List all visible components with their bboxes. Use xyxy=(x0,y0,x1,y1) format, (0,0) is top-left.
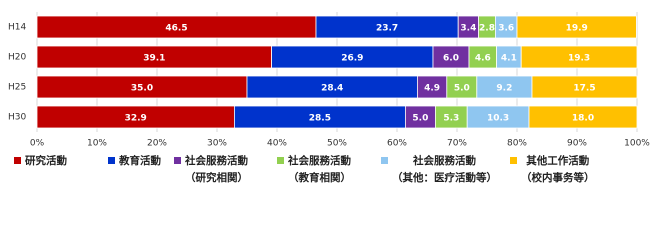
legend-label: 社会服務活動 （其他：医疗活動等） xyxy=(392,155,497,184)
data-label: 26.9 xyxy=(341,54,363,64)
y-tick-label: H20 xyxy=(8,53,26,63)
x-tick-label: 90% xyxy=(567,139,587,149)
data-label: 4.9 xyxy=(424,84,440,94)
legend-item: 教育活動 xyxy=(108,153,161,170)
legend-marker xyxy=(174,157,181,164)
legend-label: 社会服務活動 （教育相関） xyxy=(288,155,351,184)
data-label: 10.3 xyxy=(487,114,509,124)
legend-label: 教育活動 xyxy=(119,155,161,167)
legend-marker xyxy=(14,157,21,164)
x-tick-label: 60% xyxy=(387,139,407,149)
bar-segment xyxy=(528,105,638,129)
legend-marker xyxy=(381,157,388,164)
x-tick-label: 30% xyxy=(207,139,227,149)
data-label: 4.6 xyxy=(475,54,491,64)
data-label: 17.5 xyxy=(573,84,595,94)
x-tick-label: 70% xyxy=(447,139,467,149)
data-label: 18.0 xyxy=(572,114,594,124)
data-label: 46.5 xyxy=(165,24,187,34)
bar-segment xyxy=(520,45,638,69)
data-label: 6.0 xyxy=(443,54,459,64)
x-tick-label: 10% xyxy=(87,139,107,149)
data-label: 32.9 xyxy=(125,114,147,124)
legend-item: 社会服務活動 （其他：医疗活動等） xyxy=(381,153,497,187)
data-label: 5.3 xyxy=(443,114,459,124)
legend-label: 其他工作活動 （校内事务等） xyxy=(521,155,595,184)
plot: 0% 10% 20% 30% 40% 50% 60% 70% 80% 90% 100% H14 46.5… xyxy=(8,12,650,149)
data-label: 5.0 xyxy=(454,84,470,94)
chart: 0% 10% 20% 30% 40% 50% 60% 70% 80% 90% 100% H14 46.5… xyxy=(0,12,654,189)
data-label: 3.4 xyxy=(460,24,476,34)
legend-marker xyxy=(510,157,517,164)
legend-item: 社会服務活動 （研究相関） xyxy=(174,153,248,187)
legend-label: 研究活動 xyxy=(25,155,67,167)
legend-marker xyxy=(108,157,115,164)
x-tick-label: 20% xyxy=(147,139,167,149)
x-tick-label: 100% xyxy=(624,139,650,149)
x-tick-label: 40% xyxy=(267,139,287,149)
y-tick-label: H30 xyxy=(8,113,26,123)
data-label: 2.8 xyxy=(479,24,495,34)
x-tick-label: 0% xyxy=(30,139,45,149)
legend-label: 社会服務活動 （研究相関） xyxy=(185,155,248,184)
x-tick-label: 80% xyxy=(507,139,527,149)
y-tick-label: H25 xyxy=(8,83,26,93)
data-label: 19.3 xyxy=(568,54,590,64)
data-label: 5.0 xyxy=(412,114,428,124)
data-label: 9.2 xyxy=(496,84,512,94)
bar-segment xyxy=(516,15,637,39)
data-label: 28.4 xyxy=(321,84,343,94)
bar-segment xyxy=(531,75,638,99)
y-tick-label: H14 xyxy=(8,23,26,33)
data-label: 19.9 xyxy=(566,24,588,34)
data-label: 23.7 xyxy=(376,24,398,34)
legend-item: 研究活動 xyxy=(14,153,67,170)
legend: 研究活動 教育活動 社会服務活動 （研究相関） 社会服務活動 （教育相関） 社会服務活動… xyxy=(0,153,654,189)
data-label: 28.5 xyxy=(309,114,331,124)
data-label: 4.1 xyxy=(501,54,517,64)
data-label: 39.1 xyxy=(143,54,165,64)
legend-item: 社会服務活動 （教育相関） xyxy=(277,153,351,187)
legend-marker xyxy=(277,157,284,164)
data-label: 3.6 xyxy=(498,24,514,34)
legend-item: 其他工作活動 （校内事务等） xyxy=(510,153,595,187)
x-tick-label: 50% xyxy=(327,139,347,149)
data-label: 35.0 xyxy=(131,84,153,94)
